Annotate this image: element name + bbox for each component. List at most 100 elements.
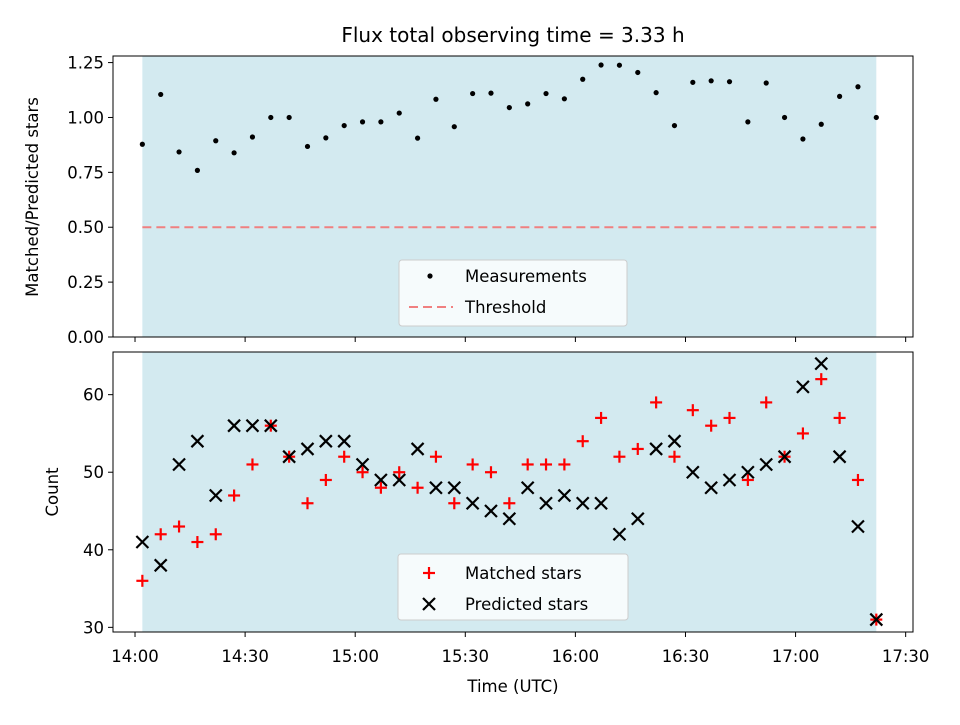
predicted-star-point [832, 449, 847, 464]
measurement-point [818, 121, 824, 127]
predicted-star-point [135, 535, 150, 549]
x-tick-label: 15:00 [331, 647, 379, 666]
predicted-star-point [355, 457, 370, 472]
predicted-star-point [704, 480, 718, 495]
x-tick-label: 17:00 [772, 647, 820, 666]
legend-threshold-label: Threshold [464, 298, 546, 317]
predicted-star-point [759, 457, 773, 472]
predicted-star-point [741, 465, 755, 479]
measurement-point [414, 135, 421, 141]
bottom-y-tick-label: 50 [83, 463, 104, 482]
predicted-star-point [520, 480, 535, 495]
measurement-point [745, 119, 751, 125]
bottom-y-tick-label: 30 [83, 618, 104, 637]
bottom-y-axis-label: Count [43, 467, 62, 517]
matched-star-point [429, 450, 442, 463]
top-y-tick-label: 0.00 [67, 328, 104, 347]
matched-star-point [558, 458, 571, 471]
x-axis-label: Time (UTC) [466, 677, 558, 696]
matched-star-point [760, 396, 773, 409]
predicted-star-point [465, 496, 480, 511]
matched-star-point [301, 497, 314, 510]
matched-star-point [356, 466, 369, 479]
matched-star-point [246, 458, 259, 471]
matched-star-point [191, 536, 204, 549]
predicted-star-point [594, 496, 608, 511]
measurement-point [231, 150, 237, 156]
measurement-point [249, 134, 256, 140]
predicted-star-point [227, 418, 241, 433]
legend-predicted-marker [422, 597, 436, 611]
matched-star-point [503, 497, 516, 510]
predicted-star-point [484, 504, 498, 518]
matched-star-point [576, 435, 589, 448]
matched-star-point [741, 473, 754, 486]
matched-star-point [613, 450, 626, 463]
measurement-point [323, 135, 329, 141]
bottom-axes-frame [112, 351, 914, 633]
top-y-tick-label: 1.25 [67, 54, 104, 73]
measurement-point [470, 90, 476, 97]
x-tick-label: 15:30 [442, 647, 490, 666]
matched-star-point [851, 473, 864, 486]
predicted-star-point [392, 473, 407, 487]
measurement-point [433, 96, 439, 102]
predicted-star-point [557, 488, 572, 503]
measurement-point [543, 90, 549, 97]
matched-star-point [595, 411, 608, 424]
predicted-star-point [245, 418, 260, 433]
top-legend: Measurements Threshold [398, 259, 628, 327]
top-y-ticks: 0.00 0.25 0.50 0.75 1.00 1.25 [67, 54, 113, 347]
x-tick-label: 14:30 [221, 647, 269, 666]
matched-star-point [484, 466, 497, 479]
matched-star-point [686, 404, 699, 417]
measurement-point [378, 119, 384, 125]
measurement-point [616, 62, 623, 68]
top-y-tick-label: 0.50 [67, 218, 104, 237]
legend-matched-label: Matched stars [465, 564, 582, 583]
matched-star-point [448, 497, 461, 510]
matched-star-point [393, 466, 406, 479]
predicted-star-point [172, 457, 186, 472]
predicted-star-point [300, 442, 315, 456]
bottom-x-ticks: 14:00 14:30 15:00 15:30 16:00 16:30 17:00 17:30 [111, 632, 929, 666]
matched-star-point [631, 442, 644, 455]
top-x-ticks [134, 337, 907, 342]
measurement-point [763, 80, 769, 86]
legend-predicted-label: Predicted stars [465, 595, 588, 614]
measurement-point [286, 114, 292, 121]
measurement-point [800, 136, 806, 142]
top-y-axis-label: Matched/Predicted stars [23, 97, 42, 297]
predicted-star-point [502, 511, 517, 526]
bottom-legend: Matched stars Predicted stars [397, 553, 629, 621]
predicted-star-point [264, 418, 278, 433]
measurement-point [726, 79, 733, 85]
matched-star-point [723, 411, 736, 424]
measurement-point [873, 114, 879, 121]
measurement-point [194, 167, 201, 173]
measurement-point [580, 76, 586, 82]
measurement-point [598, 62, 604, 68]
x-tick-label: 16:30 [662, 647, 710, 666]
measurement-point [635, 69, 641, 76]
top-y-tick-label: 1.00 [67, 108, 104, 127]
bottom-y-tick-label: 40 [83, 541, 104, 560]
matched-star-point [540, 458, 553, 471]
matched-star-point [154, 528, 167, 541]
x-tick-label: 14:00 [111, 647, 159, 666]
top-y-tick-label: 0.75 [67, 163, 104, 182]
measurement-point [176, 149, 182, 155]
predicted-star-point [447, 480, 462, 495]
x-tick-label: 17:30 [882, 647, 930, 666]
measurement-point [708, 78, 714, 84]
measurement-point [690, 79, 696, 85]
measurement-point [653, 90, 659, 96]
measurement-point [561, 96, 567, 102]
measurement-point [341, 122, 347, 129]
predicted-star-point [374, 473, 388, 487]
matched-star-point [136, 574, 149, 587]
predicted-star-point [410, 442, 425, 456]
matched-star-point [411, 481, 424, 494]
chart-title: Flux total observing time = 3.33 h [341, 23, 684, 47]
